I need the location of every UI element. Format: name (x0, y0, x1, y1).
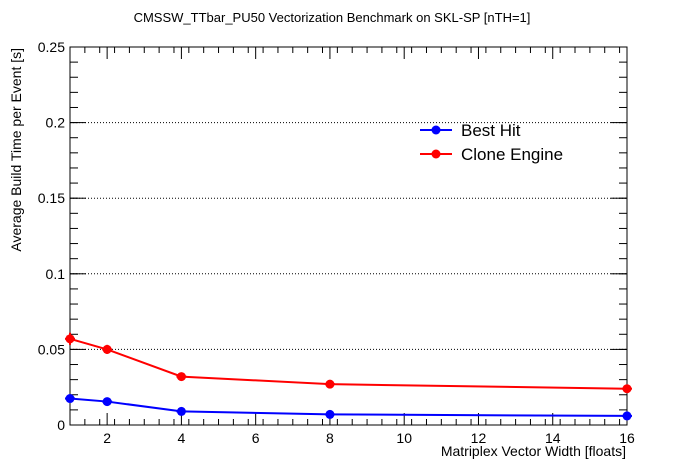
x-tick-label: 10 (396, 430, 412, 446)
y-tick-label: 0.1 (46, 266, 66, 282)
x-tick-label: 14 (545, 430, 561, 446)
data-point (622, 411, 632, 421)
x-tick-label: 12 (471, 430, 487, 446)
series-line-0 (69, 397, 628, 417)
data-point (102, 397, 112, 407)
data-point (325, 409, 335, 419)
y-axis-ticks: 0 0.05 0.1 0.15 0.2 0.25 (38, 39, 627, 433)
series-line-1 (69, 337, 628, 390)
data-series (65, 332, 632, 421)
x-tick-label: 8 (326, 430, 334, 446)
y-tick-label: 0.2 (46, 115, 66, 131)
y-tick-label: 0.25 (38, 39, 65, 55)
y-axis-label: Average Build Time per Event [s] (8, 48, 24, 252)
data-point (325, 379, 335, 389)
legend-marker (431, 125, 441, 135)
y-tick-label: 0.15 (38, 190, 65, 206)
data-point (176, 372, 186, 382)
legend-marker (431, 149, 441, 159)
y-tick-label: 0 (57, 417, 65, 433)
data-point (102, 344, 112, 354)
chart-title: CMSSW_TTbar_PU50 Vectorization Benchmark… (134, 10, 531, 25)
axes (69, 46, 628, 426)
y-tick-label: 0.05 (38, 341, 65, 357)
legend: Best Hit Clone Engine (420, 121, 563, 164)
legend-label: Best Hit (461, 121, 521, 140)
data-point (622, 384, 632, 394)
legend-label: Clone Engine (461, 145, 563, 164)
data-point (65, 334, 75, 344)
x-tick-label: 2 (103, 430, 111, 446)
x-tick-label: 6 (252, 430, 260, 446)
x-tick-label: 4 (178, 430, 186, 446)
plot-frame (69, 46, 628, 426)
x-axis-label: Matriplex Vector Width [floats] (441, 443, 626, 459)
data-point (176, 406, 186, 416)
x-tick-label: 16 (619, 430, 635, 446)
data-point (65, 394, 75, 404)
x-axis-ticks: 2 4 6 8 10 12 14 16 (69, 47, 635, 446)
